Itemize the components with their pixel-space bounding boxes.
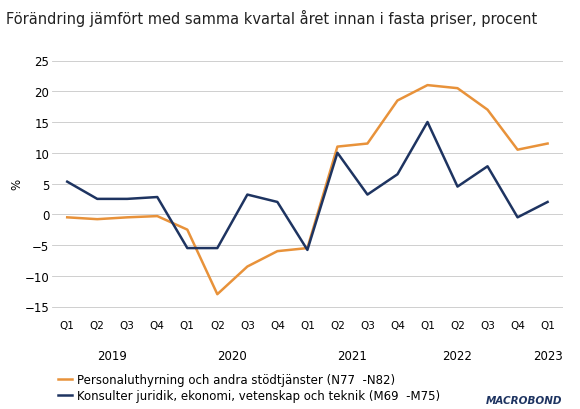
Y-axis label: %: %	[10, 178, 23, 190]
Text: 2023: 2023	[532, 350, 563, 362]
Text: Förändring jämfört med samma kvartal året innan i fasta priser, procent: Förändring jämfört med samma kvartal åre…	[6, 10, 537, 27]
Text: 2019: 2019	[97, 350, 127, 362]
Text: 2022: 2022	[443, 350, 473, 362]
Legend: Personaluthyrning och andra stödtjänster (N77  -N82), Konsulter juridik, ekonomi: Personaluthyrning och andra stödtjänster…	[58, 373, 440, 402]
Text: 2020: 2020	[218, 350, 247, 362]
Text: MACROBOND: MACROBOND	[486, 395, 563, 405]
Text: 2021: 2021	[338, 350, 367, 362]
